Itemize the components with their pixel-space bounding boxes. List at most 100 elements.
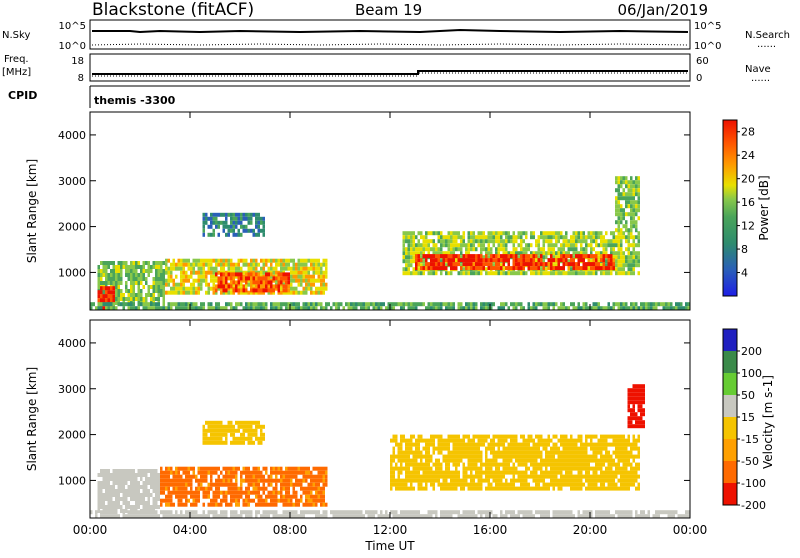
data-cell-0 <box>120 277 123 281</box>
data-cell-7 <box>620 208 623 212</box>
data-cell-3 <box>460 443 463 447</box>
data-cell-1 <box>180 467 183 471</box>
data-cell-6 <box>470 262 473 266</box>
data-cell-7 <box>635 192 638 196</box>
data-cell-5 <box>633 259 636 263</box>
data-cell-5 <box>578 231 581 235</box>
data-cell-0 <box>115 469 118 473</box>
data-cell-5 <box>608 243 611 247</box>
data-cell-2 <box>215 441 218 445</box>
data-cell-8 <box>175 302 178 306</box>
data-cell-3 <box>510 471 513 475</box>
data-cell-5 <box>585 235 588 239</box>
nsky-label: N.Sky <box>2 30 30 41</box>
data-cell-5 <box>283 510 286 514</box>
data-cell-1 <box>283 499 286 503</box>
data-cell-1 <box>255 503 258 507</box>
data-cell-3 <box>520 483 523 487</box>
data-cell-3 <box>563 447 566 451</box>
data-cell-0 <box>148 289 151 293</box>
data-cell-3 <box>433 451 436 455</box>
data-cell-1 <box>215 503 218 507</box>
data-cell-3 <box>623 459 626 463</box>
data-cell-1 <box>258 467 261 471</box>
data-cell-5 <box>443 239 446 243</box>
data-cell-2 <box>193 283 196 287</box>
data-cell-5 <box>480 239 483 243</box>
data-cell-3 <box>410 447 413 451</box>
data-cell-3 <box>428 479 431 483</box>
data-cell-1 <box>280 483 283 487</box>
data-cell-0 <box>148 469 151 473</box>
data-cell-3 <box>605 479 608 483</box>
data-cell-3 <box>455 479 458 483</box>
data-cell-5 <box>440 243 443 247</box>
data-cell-3 <box>423 467 426 471</box>
data-cell-5 <box>425 243 428 247</box>
data-cell-1 <box>190 475 193 479</box>
data-cell-8 <box>238 302 241 306</box>
data-cell-1 <box>310 495 313 499</box>
data-cell-3 <box>628 483 631 487</box>
data-cell-1 <box>225 491 228 495</box>
data-cell-5 <box>573 235 576 239</box>
data-cell-3 <box>395 463 398 467</box>
freq-tick-top: 18 <box>71 56 84 67</box>
data-cell-2 <box>255 267 258 271</box>
data-cell-3 <box>518 471 521 475</box>
data-cell-4 <box>643 388 646 392</box>
data-cell-3 <box>480 487 483 491</box>
data-cell-3 <box>580 471 583 475</box>
data-cell-8 <box>473 302 476 306</box>
data-cell-0 <box>140 289 143 293</box>
data-cell-5 <box>433 247 436 251</box>
data-cell-1 <box>308 475 311 479</box>
data-cell-4 <box>203 213 206 217</box>
data-cell-1 <box>185 503 188 507</box>
data-cell-5 <box>470 247 473 251</box>
data-cell-3 <box>545 443 548 447</box>
data-cell-5 <box>565 239 568 243</box>
data-cell-0 <box>148 489 151 493</box>
data-cell-3 <box>593 455 596 459</box>
data-cell-6 <box>475 266 478 270</box>
data-cell-3 <box>250 272 253 276</box>
data-cell-2 <box>250 263 253 267</box>
data-cell-3 <box>260 280 263 284</box>
data-cell-8 <box>193 302 196 306</box>
data-cell-6 <box>518 266 521 270</box>
data-cell-2 <box>238 429 241 433</box>
data-cell-0 <box>98 281 101 285</box>
data-cell-1 <box>198 487 201 491</box>
data-cell-0 <box>98 273 101 277</box>
data-cell-7 <box>633 208 636 212</box>
data-cell-2 <box>198 279 201 283</box>
data-cell-3 <box>558 483 561 487</box>
data-cell-5 <box>575 271 578 275</box>
data-cell-3 <box>450 487 453 491</box>
data-cell-5 <box>435 231 438 235</box>
data-cell-5 <box>600 239 603 243</box>
data-cell-7 <box>635 224 638 228</box>
data-cell-2 <box>210 271 213 275</box>
data-cell-5 <box>520 243 523 247</box>
data-cell-5 <box>580 247 583 251</box>
data-cell-2 <box>300 275 303 279</box>
data-cell-3 <box>390 475 393 479</box>
data-cell-0 <box>128 469 131 473</box>
data-cell-2 <box>233 267 236 271</box>
data-cell-2 <box>238 425 241 429</box>
data-cell-3 <box>578 455 581 459</box>
data-cell-5 <box>483 247 486 251</box>
data-cell-6 <box>478 254 481 258</box>
data-cell-5 <box>453 235 456 239</box>
data-cell-3 <box>480 459 483 463</box>
data-cell-3 <box>623 471 626 475</box>
data-cell-3 <box>533 487 536 491</box>
data-cell-5 <box>618 239 621 243</box>
data-cell-2 <box>203 259 206 263</box>
data-cell-3 <box>528 459 531 463</box>
data-cell-1 <box>205 471 208 475</box>
data-cell-3 <box>425 439 428 443</box>
data-cell-6 <box>535 262 538 266</box>
